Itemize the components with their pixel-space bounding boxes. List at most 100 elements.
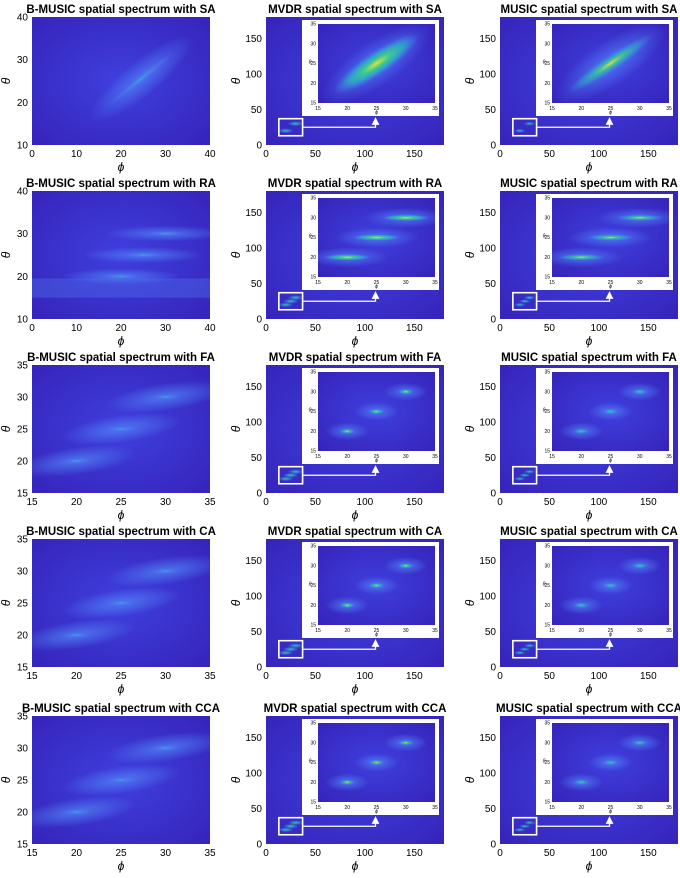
y-tick-label: 35 xyxy=(17,535,29,546)
inset-x-tick-label: 35 xyxy=(666,280,672,286)
inset-spectrum-peak xyxy=(573,428,590,435)
inset-spectrum-peak xyxy=(368,408,385,415)
x-tick-label: 50 xyxy=(310,848,322,859)
y-tick-label: 50 xyxy=(485,453,497,464)
inset-y-tick-label: 35 xyxy=(544,370,550,376)
x-tick-label: 50 xyxy=(544,671,556,682)
inset-y-tick-label: 35 xyxy=(310,721,316,727)
x-tick-label: 100 xyxy=(591,671,608,682)
inset-y-tick-label: 25 xyxy=(544,409,550,415)
inset-y-axis-label: θ xyxy=(309,582,312,588)
inset-y-axis-label: θ xyxy=(309,759,312,765)
chart-panel-9: B-MUSIC spatial spectrum with CA 15 20 25 30… xyxy=(0,526,216,696)
inset-y-tick-label: 20 xyxy=(310,780,316,786)
y-tick-label: 0 xyxy=(490,489,496,500)
y-axis-label: θ xyxy=(0,425,13,432)
x-axis-label: ϕ xyxy=(586,682,593,696)
y-tick-label: 10 xyxy=(17,141,29,152)
chart-panel-1: MVDR spatial spectrum with SA 15 20 25 30 35 1… xyxy=(229,4,444,174)
inset-spectrum-peak xyxy=(631,739,648,746)
inset-spectrum-peak xyxy=(602,582,619,589)
inset-x-tick-label: 15 xyxy=(549,805,555,811)
spectrum-peak xyxy=(523,820,536,825)
inset-y-tick-label: 30 xyxy=(544,41,550,47)
x-axis-label: ϕ xyxy=(118,508,125,522)
x-tick-label: 50 xyxy=(544,149,556,160)
chart-panel-12: B-MUSIC spatial spectrum with CCA 15 20 25 3… xyxy=(0,703,220,873)
inset-spectrum-peak xyxy=(397,388,414,395)
y-tick-label: 50 xyxy=(485,105,497,116)
heatmap-layer xyxy=(277,820,304,833)
inset-spectrum-ridge xyxy=(567,34,654,93)
spectrum-peak xyxy=(151,568,180,574)
chart-title: B-MUSIC spatial spectrum with CA xyxy=(26,526,216,538)
inset-x-tick-label: 35 xyxy=(666,106,672,112)
x-axis-label: ϕ xyxy=(586,160,593,174)
y-tick-label: 0 xyxy=(256,315,262,326)
inset-y-tick-label: 35 xyxy=(310,370,316,376)
y-tick-label: 100 xyxy=(245,69,262,80)
chart-title: MVDR spatial spectrum with CCA xyxy=(264,703,447,715)
y-axis-label: θ xyxy=(0,776,13,783)
y-axis-label: θ xyxy=(463,425,477,432)
spectrum-peak xyxy=(62,458,91,464)
inset-spectrum-peak xyxy=(631,388,648,395)
inset-x-axis-label: ϕ xyxy=(609,809,612,815)
inset-x-tick-label: 30 xyxy=(637,106,643,112)
inset-spectrum-peak xyxy=(397,562,414,569)
inset-y-tick-label: 20 xyxy=(310,603,316,609)
x-tick-label: 0 xyxy=(263,149,269,160)
x-axis-label: ϕ xyxy=(352,334,359,348)
y-tick-label: 30 xyxy=(17,55,29,66)
inset-x-tick-label: 25 xyxy=(374,454,380,460)
y-tick-label: 50 xyxy=(251,804,263,815)
spectrum-peak xyxy=(518,647,531,652)
inset-spectrum-peak xyxy=(615,214,664,221)
y-tick-label: 100 xyxy=(479,243,496,254)
inset-x-axis-label: ϕ xyxy=(375,110,378,116)
inset-y-tick-label: 15 xyxy=(310,101,316,107)
inset-y-tick-label: 30 xyxy=(310,41,316,47)
inset-y-tick-label: 15 xyxy=(310,800,316,806)
inset-x-tick-label: 15 xyxy=(549,454,555,460)
x-axis-label: ϕ xyxy=(118,160,125,174)
y-tick-label: 100 xyxy=(479,417,496,428)
y-tick-label: 50 xyxy=(251,105,263,116)
x-tick-label: 35 xyxy=(204,671,216,682)
inset-y-tick-label: 30 xyxy=(310,215,316,221)
heatmap-layer xyxy=(277,469,304,482)
inset-y-axis-label: θ xyxy=(543,234,546,240)
inset-x-tick-label: 25 xyxy=(608,628,614,634)
x-tick-label: 25 xyxy=(115,848,127,859)
inset-heatmap-layer xyxy=(555,24,666,103)
x-tick-label: 100 xyxy=(591,848,608,859)
inset-y-tick-label: 25 xyxy=(310,760,316,766)
x-tick-label: 50 xyxy=(310,671,322,682)
inset-heatmap-layer xyxy=(552,207,669,268)
inset-spectrum-peak xyxy=(352,234,401,241)
x-tick-label: 150 xyxy=(640,848,657,859)
zoom-arrow xyxy=(302,117,380,128)
y-tick-label: 100 xyxy=(479,591,496,602)
inset-spectrum-peak xyxy=(339,779,356,786)
y-tick-label: 0 xyxy=(256,663,262,674)
x-tick-label: 0 xyxy=(263,323,269,334)
y-tick-label: 0 xyxy=(490,315,496,326)
x-tick-label: 100 xyxy=(591,497,608,508)
inset-y-axis-label: θ xyxy=(543,408,546,414)
inset-x-tick-label: 25 xyxy=(608,280,614,286)
spectrum-peak xyxy=(523,121,536,126)
chart-title: MUSIC spatial spectrum with SA xyxy=(500,4,677,16)
inset-x-tick-label: 30 xyxy=(637,805,643,811)
x-axis-label: ϕ xyxy=(352,508,359,522)
heatmap-layer xyxy=(277,295,304,308)
inset-x-tick-label: 20 xyxy=(344,628,350,634)
inset-x-axis-label: ϕ xyxy=(609,110,612,116)
inset-heatmap-layer xyxy=(559,556,662,615)
chart-title: MVDR spatial spectrum with CA xyxy=(268,526,442,538)
inset-x-tick-label: 20 xyxy=(578,805,584,811)
x-tick-label: 150 xyxy=(640,497,657,508)
inset-x-tick-label: 25 xyxy=(374,628,380,634)
x-tick-label: 0 xyxy=(497,848,503,859)
inset-x-tick-label: 15 xyxy=(315,106,321,112)
